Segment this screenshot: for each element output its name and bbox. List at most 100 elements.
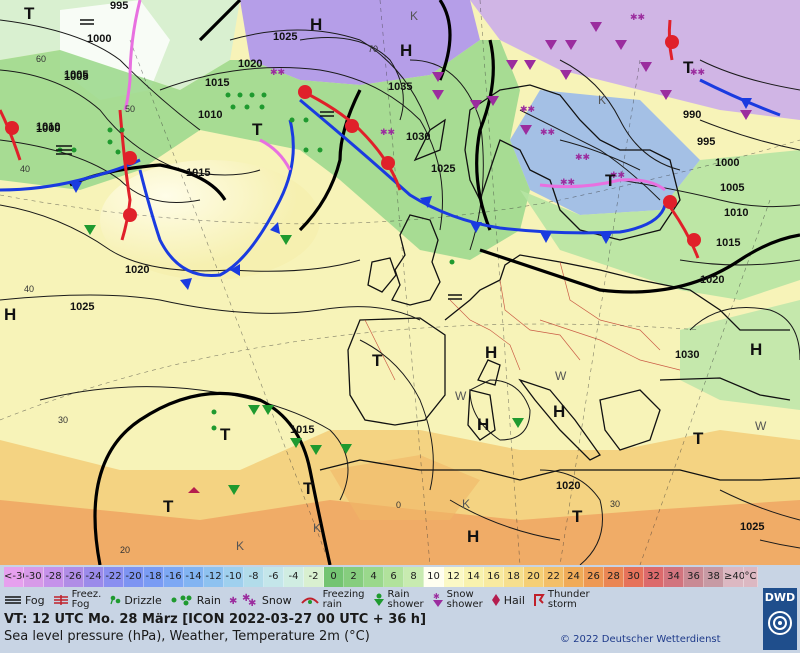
legend-rain-shower-line1: Rain <box>387 589 410 600</box>
rain-shower-icon <box>373 593 384 606</box>
k-marker: K <box>598 93 606 107</box>
legend-freezing-rain-line2: rain <box>322 599 342 610</box>
isobar-label: 1025 <box>431 163 455 175</box>
scale-cell: 6 <box>384 567 404 587</box>
scale-cell: 28 <box>604 567 624 587</box>
scale-cell: 24 <box>564 567 584 587</box>
copyright: © 2022 Deutscher Wetterdienst <box>560 634 721 645</box>
low-center: T <box>252 120 263 139</box>
high-center: H <box>467 527 479 546</box>
scale-cell: -2 <box>304 567 324 587</box>
svg-text:✱: ✱ <box>229 596 237 607</box>
legend-snow-label: Snow <box>261 593 292 607</box>
scale-cell: <-30 <box>4 567 29 587</box>
legend-snow-shower: ✱ Snow shower <box>432 590 483 610</box>
hail-icon <box>491 594 500 606</box>
scale-cell: -24 <box>84 567 104 587</box>
isobar-label: 1015 <box>290 424 314 436</box>
temp-iso-label: 40 <box>24 284 34 294</box>
low-center: T <box>572 507 583 526</box>
high-center: H <box>310 15 322 34</box>
high-center: H <box>477 415 489 434</box>
scale-cell: -14 <box>184 567 204 587</box>
isobar-label: 1025 <box>273 31 297 43</box>
fog-icon <box>5 596 21 604</box>
high-center: H <box>750 340 762 359</box>
rain-icon <box>171 595 192 606</box>
k-marker: K <box>236 539 244 553</box>
legend-panel: <-30 -30 -28 -26 -24 -22 -20 -18 -16 -14 -12 -10 -8-… <box>0 565 800 653</box>
isobar-label: 1025 <box>740 521 764 533</box>
high-center: H <box>553 402 565 421</box>
legend-snow-shower-line2: shower <box>446 599 483 610</box>
scale-cell: 2 <box>344 567 364 587</box>
temperature-scale: <-30 -30 -28 -26 -24 -22 -20 -18 -16 -14 -12 -10 -8-… <box>4 567 758 587</box>
temp-iso-label: 30 <box>610 499 620 509</box>
legend-freezing-rain: Freezing rain <box>300 590 365 610</box>
scale-cell: 26 <box>584 567 604 587</box>
scale-cell: -20 <box>124 567 144 587</box>
svg-text:✱✱: ✱✱ <box>270 67 285 77</box>
scale-cell: 14 <box>464 567 484 587</box>
isobar-label: 990 <box>683 109 701 121</box>
legend-drizzle-label: Drizzle <box>124 593 162 607</box>
scale-cell: 20 <box>524 567 544 587</box>
scale-cell: 18 <box>504 567 524 587</box>
scale-cell: 22 <box>544 567 564 587</box>
scale-cell: 16 <box>484 567 504 587</box>
legend-hail-label: Hail <box>503 593 525 607</box>
valid-time: VT: 12 UTC Mo. 28 März [ICON 2022-03-27 … <box>4 612 427 627</box>
svg-text:✱: ✱ <box>242 593 250 604</box>
low-center: T <box>220 425 231 444</box>
dwd-swirl-icon <box>768 611 792 635</box>
weather-map: ✱✱ ✱✱ ✱✱ ✱✱ ✱✱ ✱✱ ✱✱ ✱✱ ✱✱ 995 1000 1005 10… <box>0 0 800 565</box>
scale-cell: -22 <box>104 567 124 587</box>
legend-rain-label: Rain <box>196 593 221 607</box>
scale-cell: 36 <box>684 567 704 587</box>
temp-iso-label: 70 <box>368 44 378 54</box>
low-center: T <box>163 497 174 516</box>
low-center: T <box>24 4 35 23</box>
scale-cell: -16 <box>164 567 184 587</box>
thunderstorm-icon <box>533 594 545 606</box>
dwd-logo: DWD <box>762 587 798 651</box>
isobar-label: 1000 <box>715 157 739 169</box>
k-marker: K <box>410 9 418 23</box>
w-marker: W <box>755 419 767 433</box>
legend-freezing-rain-line1: Freezing <box>322 589 365 600</box>
legend-fog-label: Fog <box>25 593 45 607</box>
scale-cell: -4 <box>284 567 304 587</box>
isobar-label: 1010 <box>198 109 222 121</box>
legend-drizzle: Drizzle <box>109 593 162 607</box>
svg-text:✱: ✱ <box>248 598 256 607</box>
scale-cell: 8 <box>404 567 424 587</box>
legend-rain-shower-line2: shower <box>387 599 424 610</box>
w-marker: W <box>555 369 567 383</box>
legend-rain-shower: Rain shower <box>373 590 424 610</box>
svg-text:✱✱: ✱✱ <box>610 170 625 180</box>
dwd-logo-text: DWD <box>764 591 796 604</box>
weather-symbol-legend: Fog Freez. Fog Drizzle Rain ✱ ✱ ✱ Snow Free… <box>4 589 598 611</box>
legend-thunderstorm-line2: storm <box>547 599 577 610</box>
svg-text:✱✱: ✱✱ <box>630 12 645 22</box>
legend-snow: ✱ ✱ ✱ Snow <box>229 593 292 607</box>
svg-text:✱✱: ✱✱ <box>540 127 555 137</box>
isobar-label: 1020 <box>238 58 262 70</box>
low-center: T <box>683 58 694 77</box>
scale-cell: 10 <box>424 567 444 587</box>
svg-text:✱✱: ✱✱ <box>560 177 575 187</box>
scale-cell: 12 <box>444 567 464 587</box>
isobar-label: 1015 <box>186 167 210 179</box>
w-marker: W <box>455 389 467 403</box>
legend-fog: Fog <box>4 594 45 607</box>
scale-cell: -10 <box>224 567 244 587</box>
low-center: T <box>605 171 616 190</box>
isobar-label: 1005 <box>64 69 88 81</box>
snow-icon: ✱ ✱✱ <box>229 593 256 607</box>
svg-text:✱✱: ✱✱ <box>520 104 535 114</box>
temp-iso-label: 20 <box>120 545 130 555</box>
scale-cell: -28 <box>44 567 64 587</box>
scale-cell: -8 <box>244 567 264 587</box>
isobar-label: 995 <box>697 136 715 148</box>
isobar-label: 1020 <box>125 264 149 276</box>
